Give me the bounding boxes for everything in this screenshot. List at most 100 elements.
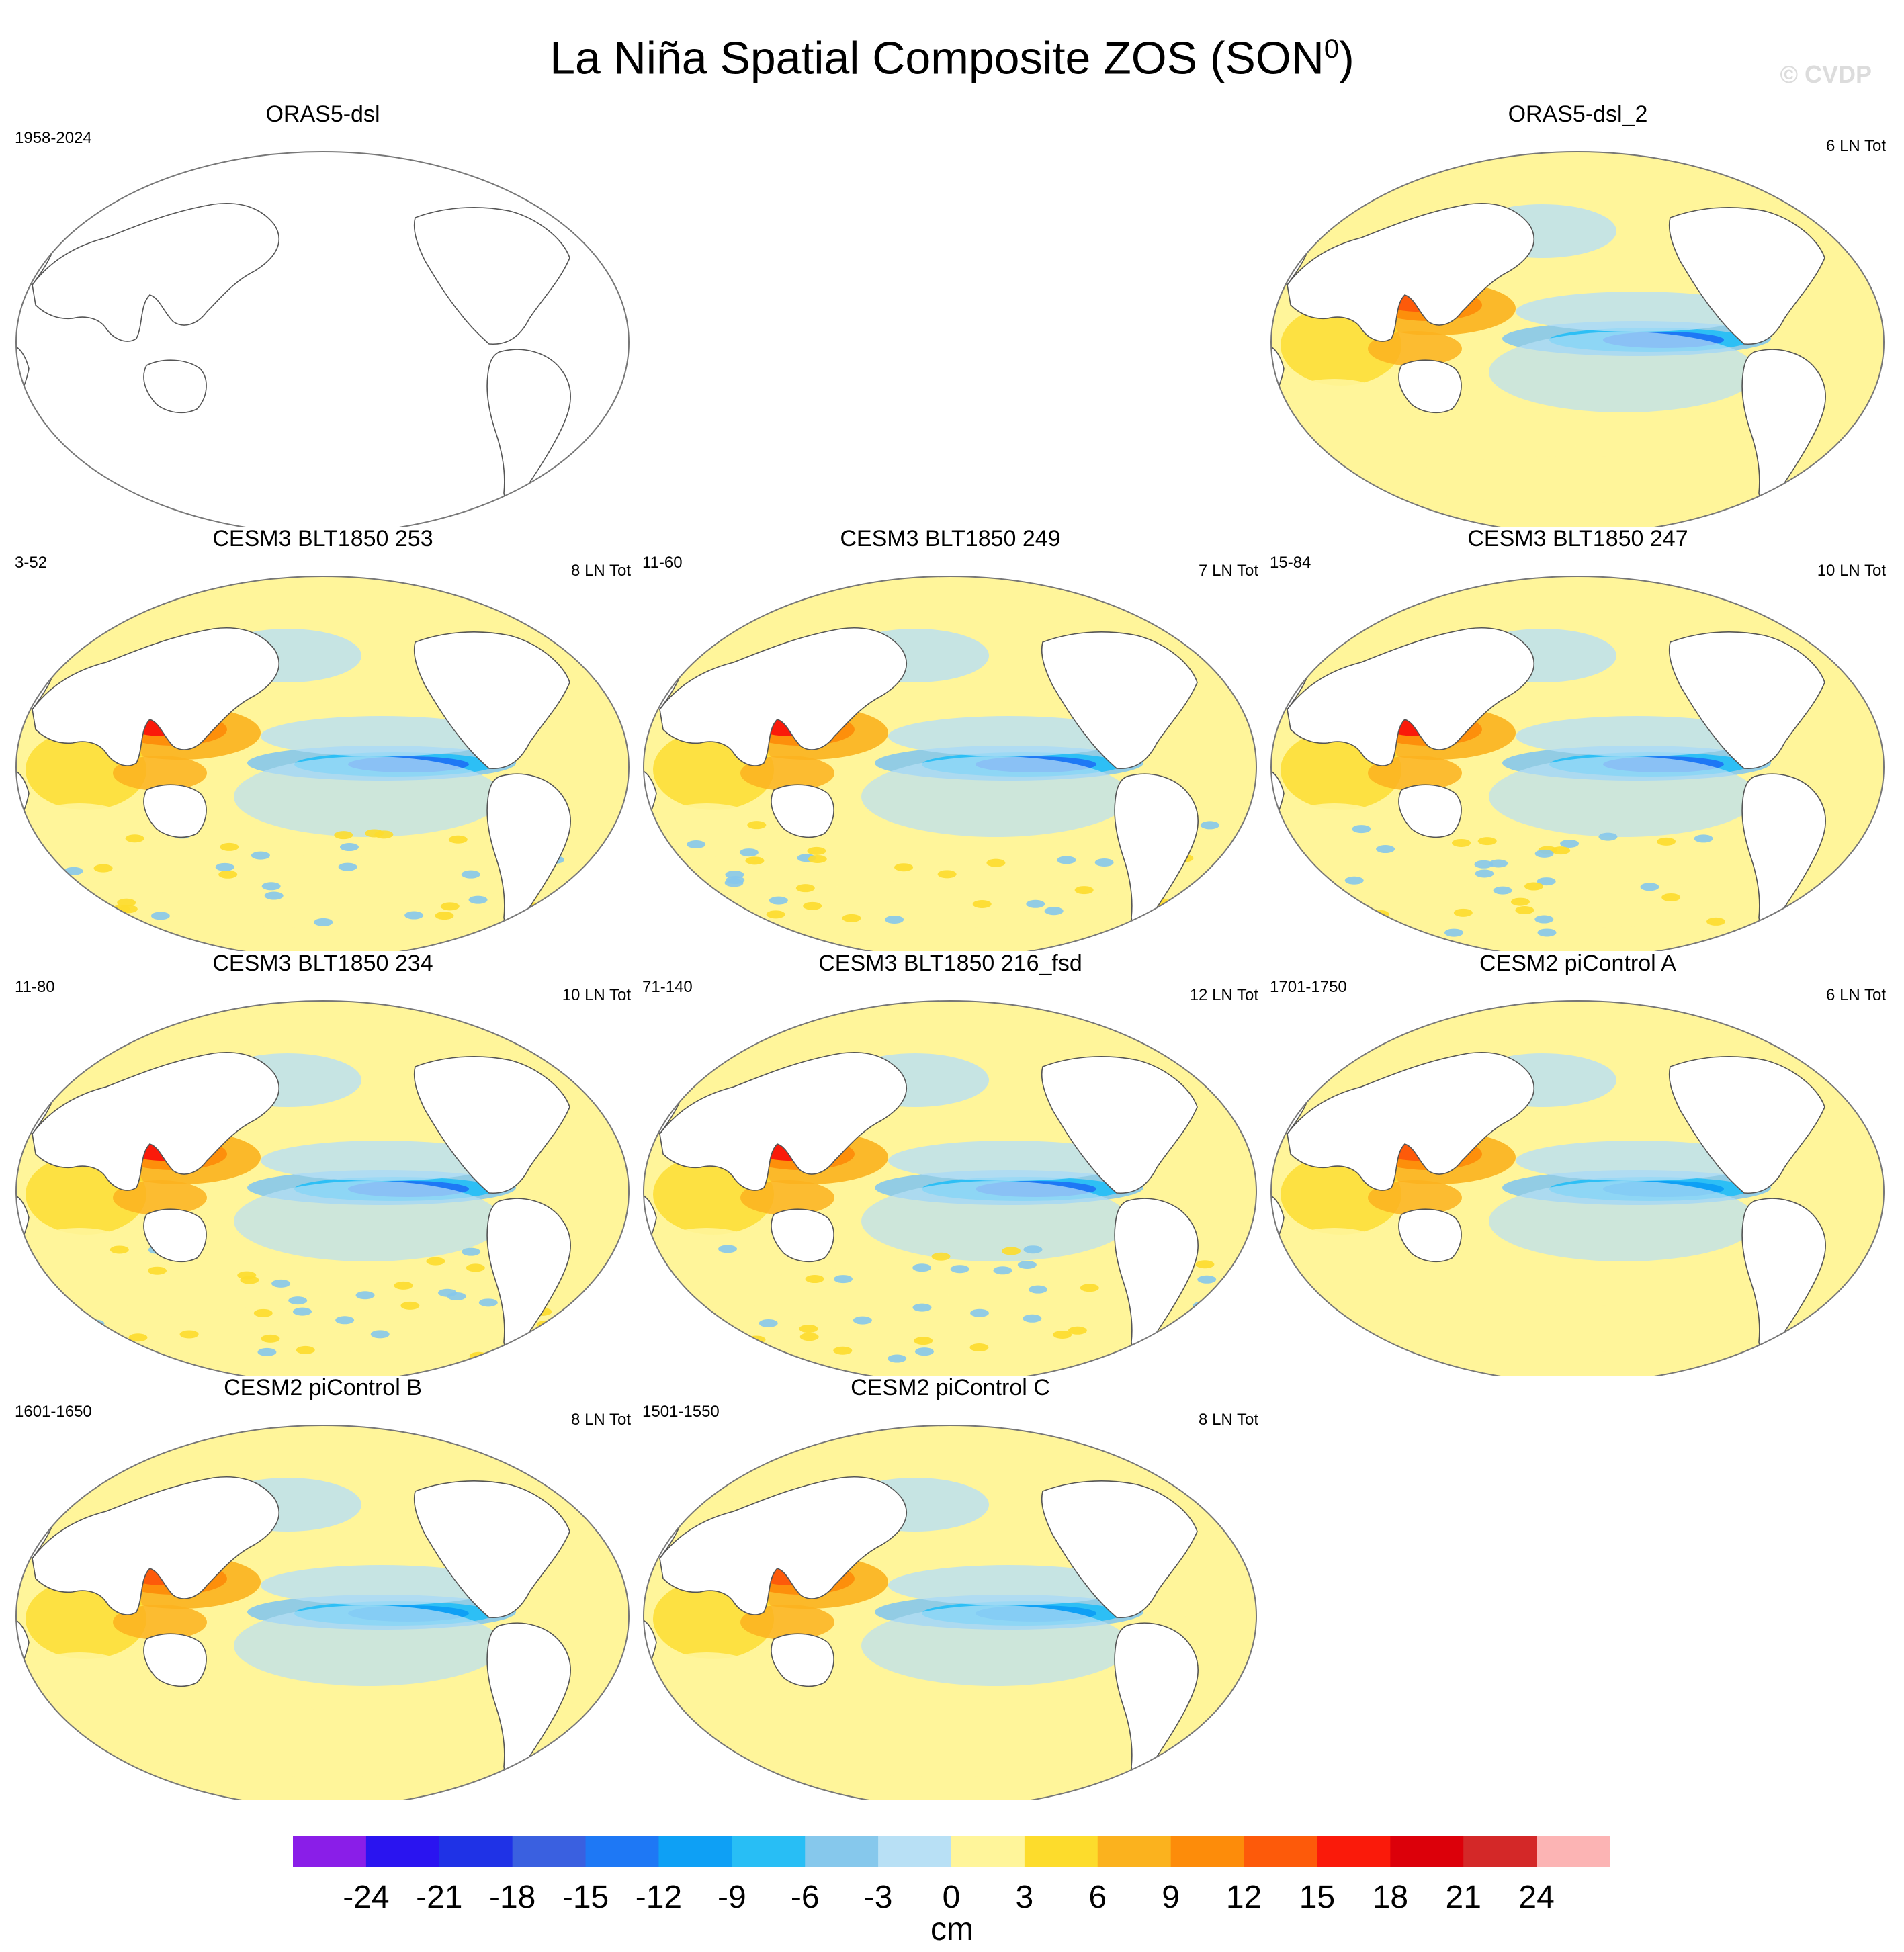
anomaly-region	[986, 858, 1006, 867]
anomaly-region	[646, 1228, 767, 1282]
map-boundary	[15, 1425, 630, 1800]
map-panel: CESM3 BLT1850 216_fsd 71-140 12 LN Tot	[633, 948, 1268, 1376]
colorbar-tick-label: -15	[562, 1879, 609, 1915]
world-map	[15, 1425, 630, 1800]
anomaly-region	[1661, 893, 1681, 901]
colorbar-swatch	[951, 1836, 1025, 1867]
colorbar-swatch	[878, 1836, 952, 1867]
anomaly-region	[1023, 1245, 1043, 1254]
anomaly-region	[128, 1333, 148, 1342]
anomaly-region	[769, 896, 788, 905]
panel-event-count: 10 LN Tot	[562, 986, 631, 1004]
anomaly-region	[261, 1565, 503, 1605]
anomaly-region	[118, 905, 138, 914]
anomaly-region	[888, 1565, 1130, 1605]
land-asia	[32, 1476, 280, 1615]
anomaly-region	[740, 1605, 834, 1640]
anomaly-region	[1534, 849, 1554, 858]
colorbar-swatch	[805, 1836, 879, 1867]
map-panel: CESM2 piControl B 1601-1650 8 LN Tot	[5, 1373, 640, 1800]
anomaly-region	[264, 891, 284, 900]
panel-years: 1501-1550	[642, 1403, 720, 1421]
anomaly-region	[1489, 332, 1758, 412]
colorbar-swatch	[365, 1836, 440, 1867]
map-panel: CESM3 BLT1850 234 11-80 10 LN Tot	[5, 948, 640, 1376]
anomaly-region	[426, 1257, 445, 1266]
colorbar-tick-label: 12	[1225, 1879, 1262, 1915]
panel-event-count: 6 LN Tot	[1826, 137, 1886, 155]
anomaly-region	[220, 842, 239, 851]
panel-event-count: 12 LN Tot	[1189, 986, 1258, 1004]
anomaly-region	[19, 1652, 140, 1706]
anomaly-region	[1811, 285, 1884, 446]
anomaly-region	[1811, 1134, 1884, 1295]
land-namerica	[1041, 1056, 1198, 1194]
anomaly-region	[888, 1354, 907, 1363]
anomaly-region	[539, 1330, 559, 1339]
land-greenland	[1182, 1456, 1236, 1489]
world-map	[643, 1425, 1257, 1800]
anomaly-region	[1401, 456, 1751, 503]
anomaly-region	[853, 1316, 872, 1325]
panel-title: CESM2 piControl B	[224, 1375, 422, 1401]
anomaly-region	[462, 1247, 481, 1256]
land-namerica	[1041, 631, 1198, 770]
anomaly-region	[1477, 837, 1497, 846]
map-boundary	[1270, 151, 1885, 527]
colorbar-swatch	[439, 1836, 513, 1867]
anomaly-region	[803, 901, 822, 910]
land-greenland	[1809, 182, 1863, 215]
anomaly-region	[969, 1343, 989, 1352]
anomaly-region	[1351, 932, 1371, 941]
land-namerica	[1041, 1480, 1198, 1619]
anomaly-region	[774, 1730, 1123, 1777]
anomaly-region	[1694, 834, 1713, 843]
anomaly-region	[1344, 876, 1364, 885]
land-namerica	[413, 207, 570, 345]
colorbar-labels: -24 -21 -18 -15 -12 -9 -6 -3 0 3 6 9 12 15 18 21 24	[0, 1879, 1904, 1919]
anomaly-region	[288, 1296, 308, 1305]
anomaly-region	[799, 1325, 818, 1333]
anomaly-region	[1474, 860, 1494, 869]
anomaly-region	[1074, 886, 1094, 895]
colorbar	[293, 1836, 1610, 1867]
panel-title: CESM3 BLT1850 253	[212, 526, 433, 551]
land-asia	[32, 202, 280, 342]
panel-title: CESM3 BLT1850 247	[1467, 526, 1688, 551]
panel-event-count: 7 LN Tot	[1199, 562, 1258, 580]
land-asia	[1287, 627, 1535, 766]
map-boundary	[643, 1000, 1257, 1376]
anomaly-region	[730, 1356, 750, 1365]
land-namerica	[413, 1056, 570, 1194]
anomaly-region	[1516, 1141, 1758, 1181]
panel-event-count: 6 LN Tot	[1826, 986, 1886, 1004]
colorbar-swatch	[1390, 1836, 1464, 1867]
map-panel: CESM3 BLT1850 253 3-52 8 LN Tot	[5, 524, 640, 951]
panel-years: 71-140	[642, 978, 693, 996]
land-asia	[659, 1476, 908, 1615]
anomaly-region	[1493, 886, 1512, 895]
anomaly-region	[972, 900, 992, 909]
anomaly-region	[808, 854, 827, 863]
anomaly-region	[1053, 1330, 1072, 1339]
anomaly-region	[686, 909, 705, 918]
anomaly-region	[912, 1303, 932, 1312]
map-panel: CESM2 piControl C 1501-1550 8 LN Tot	[633, 1373, 1268, 1800]
anomaly-region	[1475, 869, 1494, 878]
panel-event-count: 8 LN Tot	[571, 1411, 631, 1429]
anomaly-region	[1534, 915, 1554, 924]
land-namerica	[1668, 1056, 1825, 1194]
anomaly-region	[861, 756, 1130, 837]
world-map	[643, 1000, 1257, 1376]
colorbar-swatch	[1024, 1836, 1098, 1867]
anomaly-region	[1368, 1180, 1462, 1215]
anomaly-region	[478, 1298, 498, 1307]
panel-title: ORAS5-dsl_2	[1508, 101, 1648, 127]
panel-years: 1701-1750	[1270, 978, 1347, 996]
land-greenland	[554, 1031, 608, 1064]
colorbar-tick-label: -24	[343, 1879, 390, 1915]
panel-years: 3-52	[15, 553, 48, 572]
anomaly-region	[335, 1316, 355, 1325]
anomaly-region	[745, 856, 765, 865]
figure-title: La Niña Spatial Composite ZOS (SON0)	[550, 32, 1354, 84]
